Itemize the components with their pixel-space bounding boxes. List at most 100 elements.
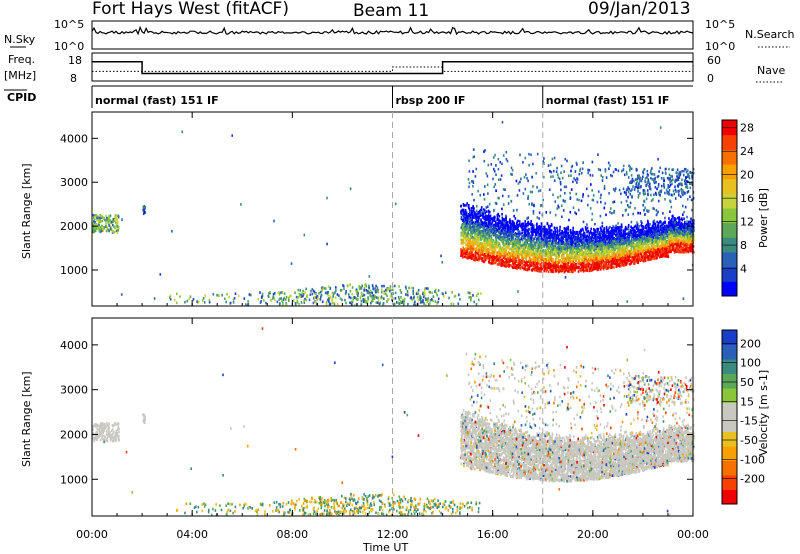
data-cell <box>485 210 488 213</box>
data-cell <box>539 227 541 230</box>
data-cell <box>610 255 613 259</box>
data-cell <box>417 298 420 302</box>
data-cell <box>571 231 573 235</box>
data-cell <box>583 250 586 254</box>
data-cell <box>367 297 370 300</box>
data-cell <box>116 219 119 223</box>
data-cell <box>611 232 614 236</box>
data-cell <box>99 228 102 231</box>
data-cell <box>576 243 578 247</box>
data-cell <box>619 225 621 229</box>
data-cell <box>318 292 320 295</box>
data-cell <box>538 225 541 228</box>
data-cell <box>105 222 107 225</box>
data-cell <box>108 221 110 225</box>
data-cell <box>414 300 416 303</box>
data-cell <box>332 295 334 298</box>
data-cell <box>444 291 447 295</box>
data-cell <box>390 288 392 292</box>
data-cell <box>536 265 539 269</box>
data-cell <box>100 229 103 233</box>
data-cell <box>457 302 460 305</box>
data-cell <box>243 297 246 300</box>
data-cell <box>479 226 482 229</box>
data-cell <box>599 257 601 261</box>
data-cell <box>477 292 479 295</box>
data-cell <box>477 219 479 223</box>
data-cell <box>489 238 492 241</box>
data-cell <box>116 221 119 225</box>
data-cell <box>372 287 374 291</box>
data-cell <box>487 213 490 217</box>
data-cell <box>98 229 101 233</box>
data-cell <box>452 302 455 306</box>
data-cell <box>470 253 473 256</box>
data-cell <box>618 240 621 244</box>
data-cell <box>536 237 538 240</box>
data-cell <box>101 224 103 228</box>
data-cell <box>422 291 424 295</box>
data-cell <box>496 251 499 254</box>
data-cell <box>392 302 395 306</box>
data-cell <box>530 220 532 223</box>
data-cell <box>578 260 580 263</box>
data-cell <box>525 258 528 262</box>
data-cell <box>142 212 145 216</box>
data-cell <box>562 242 564 245</box>
data-cell <box>501 212 503 216</box>
data-cell <box>92 224 95 227</box>
data-cell <box>319 297 322 301</box>
data-cell <box>559 228 561 231</box>
data-cell <box>247 302 250 306</box>
data-cell <box>486 224 488 227</box>
data-cell <box>398 302 401 305</box>
data-cell <box>366 301 369 305</box>
data-cell <box>109 214 112 218</box>
data-cell <box>578 244 580 248</box>
data-cell <box>399 288 402 292</box>
data-cell <box>115 229 118 233</box>
data-cell <box>394 297 397 300</box>
data-cell <box>560 231 562 235</box>
data-cell <box>496 263 499 266</box>
data-cell <box>644 256 647 259</box>
data-cell <box>333 303 336 306</box>
data-cell <box>540 230 542 233</box>
data-cell <box>567 228 570 231</box>
data-cell <box>536 261 538 265</box>
data-cell <box>521 231 523 234</box>
data-cell <box>377 290 380 294</box>
data-cell <box>431 291 433 295</box>
data-cell <box>531 227 534 231</box>
data-cell <box>358 285 360 288</box>
data-cell <box>117 214 120 218</box>
data-cell <box>98 221 100 225</box>
data-cell <box>397 296 400 299</box>
data-cell <box>572 226 574 230</box>
data-cell <box>536 222 538 226</box>
data-cell <box>427 297 430 300</box>
data-cell <box>110 228 113 231</box>
data-cell <box>109 227 112 231</box>
data-cell <box>351 292 354 296</box>
data-cell <box>606 231 608 235</box>
data-cell <box>103 226 105 229</box>
data-cell <box>468 296 471 299</box>
data-cell <box>326 291 329 294</box>
data-cell <box>367 290 370 294</box>
data-cell <box>484 229 486 232</box>
data-cell <box>427 290 430 294</box>
data-cell <box>577 230 579 234</box>
data-cell <box>106 217 108 220</box>
data-cell <box>516 220 518 224</box>
data-cell <box>525 268 528 271</box>
data-cell <box>226 292 228 296</box>
data-cell <box>321 287 324 291</box>
data-cell <box>493 261 495 265</box>
data-cell <box>375 284 377 288</box>
data-cell <box>480 223 483 227</box>
data-cell <box>491 262 494 265</box>
data-cell <box>564 239 567 242</box>
data-cell <box>463 255 466 259</box>
data-cell <box>629 229 632 232</box>
